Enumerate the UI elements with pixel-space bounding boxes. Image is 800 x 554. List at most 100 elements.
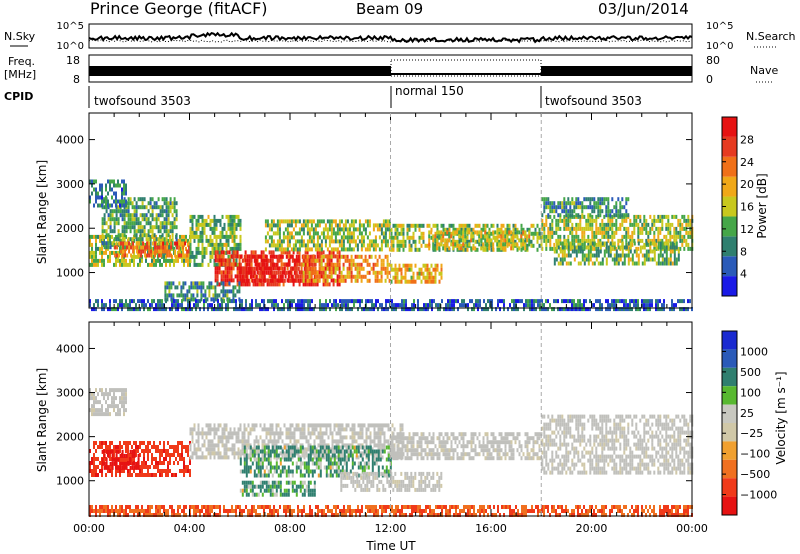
power-cell	[605, 261, 608, 266]
velocity-cell	[247, 439, 250, 444]
power-cell	[243, 266, 246, 271]
power-ytick-label: 3000	[56, 178, 84, 191]
power-cell	[454, 230, 457, 235]
power-cell	[595, 307, 597, 312]
velocity-cell	[125, 388, 127, 393]
power-cell	[233, 218, 236, 223]
power-cell	[587, 242, 590, 247]
power-cell	[113, 179, 115, 184]
power-cell	[184, 253, 187, 258]
power-cell	[125, 187, 127, 192]
power-cell	[288, 231, 291, 236]
power-cell	[645, 241, 648, 246]
power-cell	[561, 249, 564, 254]
power-cell	[295, 258, 298, 263]
power-cell	[342, 262, 345, 267]
power-cell	[625, 242, 628, 247]
velocity-cell	[107, 449, 110, 454]
power-cell	[256, 282, 259, 287]
velocity-cell	[103, 441, 105, 445]
power-cell	[388, 247, 391, 252]
power-cell	[115, 221, 118, 226]
power-cell	[301, 299, 303, 304]
power-cell	[615, 299, 617, 304]
power-cell	[515, 307, 517, 312]
power-cell	[177, 238, 179, 243]
power-cell	[420, 235, 423, 240]
power-cell	[500, 242, 503, 247]
power-cell	[452, 223, 455, 228]
power-cell	[647, 238, 650, 243]
velocity-cell	[233, 455, 236, 460]
power-cell	[569, 209, 572, 214]
power-cell	[292, 227, 295, 232]
power-cell	[522, 227, 525, 232]
power-cell	[141, 299, 143, 304]
power-cell	[264, 223, 267, 228]
velocity-cell	[167, 461, 169, 465]
velocity-cell	[101, 404, 103, 409]
power-cell	[503, 307, 505, 312]
power-cell	[506, 242, 509, 247]
power-cell	[214, 293, 217, 298]
velocity-cell	[175, 457, 177, 461]
power-cell	[306, 231, 309, 236]
velocity-cell	[203, 455, 206, 460]
power-cell	[316, 254, 319, 259]
power-cell	[268, 274, 271, 279]
velocity-cell	[163, 469, 165, 473]
power-cell	[288, 235, 291, 240]
power-cell	[116, 253, 119, 258]
power-cell	[679, 218, 682, 223]
power-cell	[565, 261, 568, 266]
power-cell	[587, 213, 590, 218]
velocity-cell	[89, 465, 91, 469]
power-cell	[263, 274, 266, 279]
power-cell	[226, 258, 229, 263]
velocity-cell	[225, 443, 228, 448]
velocity-cell	[255, 423, 258, 428]
velocity-cell	[267, 443, 270, 448]
velocity-cell	[265, 427, 268, 432]
power-cell	[422, 235, 425, 240]
power-cell	[531, 303, 533, 308]
power-cell	[345, 303, 347, 308]
power-cell	[222, 254, 225, 259]
power-cell	[500, 230, 503, 235]
power-cell	[504, 234, 507, 239]
power-cell	[464, 238, 467, 243]
power-cell	[183, 262, 185, 267]
power-cell	[649, 249, 652, 254]
velocity-cell	[191, 427, 194, 432]
power-cell	[234, 274, 237, 279]
power-cell	[93, 307, 95, 312]
power-cell	[350, 247, 353, 252]
power-cell	[218, 254, 221, 259]
power-cell	[623, 261, 626, 266]
power-cell	[115, 262, 117, 267]
velocity-cell	[125, 465, 128, 470]
velocity-cell	[155, 465, 157, 469]
power-cell	[189, 238, 192, 243]
power-cell	[360, 231, 363, 236]
power-cell	[252, 270, 255, 275]
power-cell	[480, 246, 483, 251]
power-cell	[97, 234, 99, 239]
power-cell	[557, 261, 560, 266]
power-cell	[168, 253, 171, 258]
power-cell	[227, 234, 230, 239]
power-cell	[306, 274, 309, 279]
power-cell	[277, 266, 280, 271]
power-cell	[431, 299, 433, 304]
power-cell	[517, 299, 519, 304]
power-cell	[434, 234, 437, 239]
power-cell	[442, 246, 445, 251]
velocity-cell	[93, 461, 95, 465]
velocity-cell	[241, 447, 244, 452]
power-cell	[109, 254, 111, 259]
power-colorbar-tick-label: 24	[740, 156, 754, 169]
power-cell	[352, 274, 355, 279]
power-cell	[470, 246, 473, 251]
power-cell	[320, 254, 323, 259]
power-cell	[334, 254, 337, 259]
